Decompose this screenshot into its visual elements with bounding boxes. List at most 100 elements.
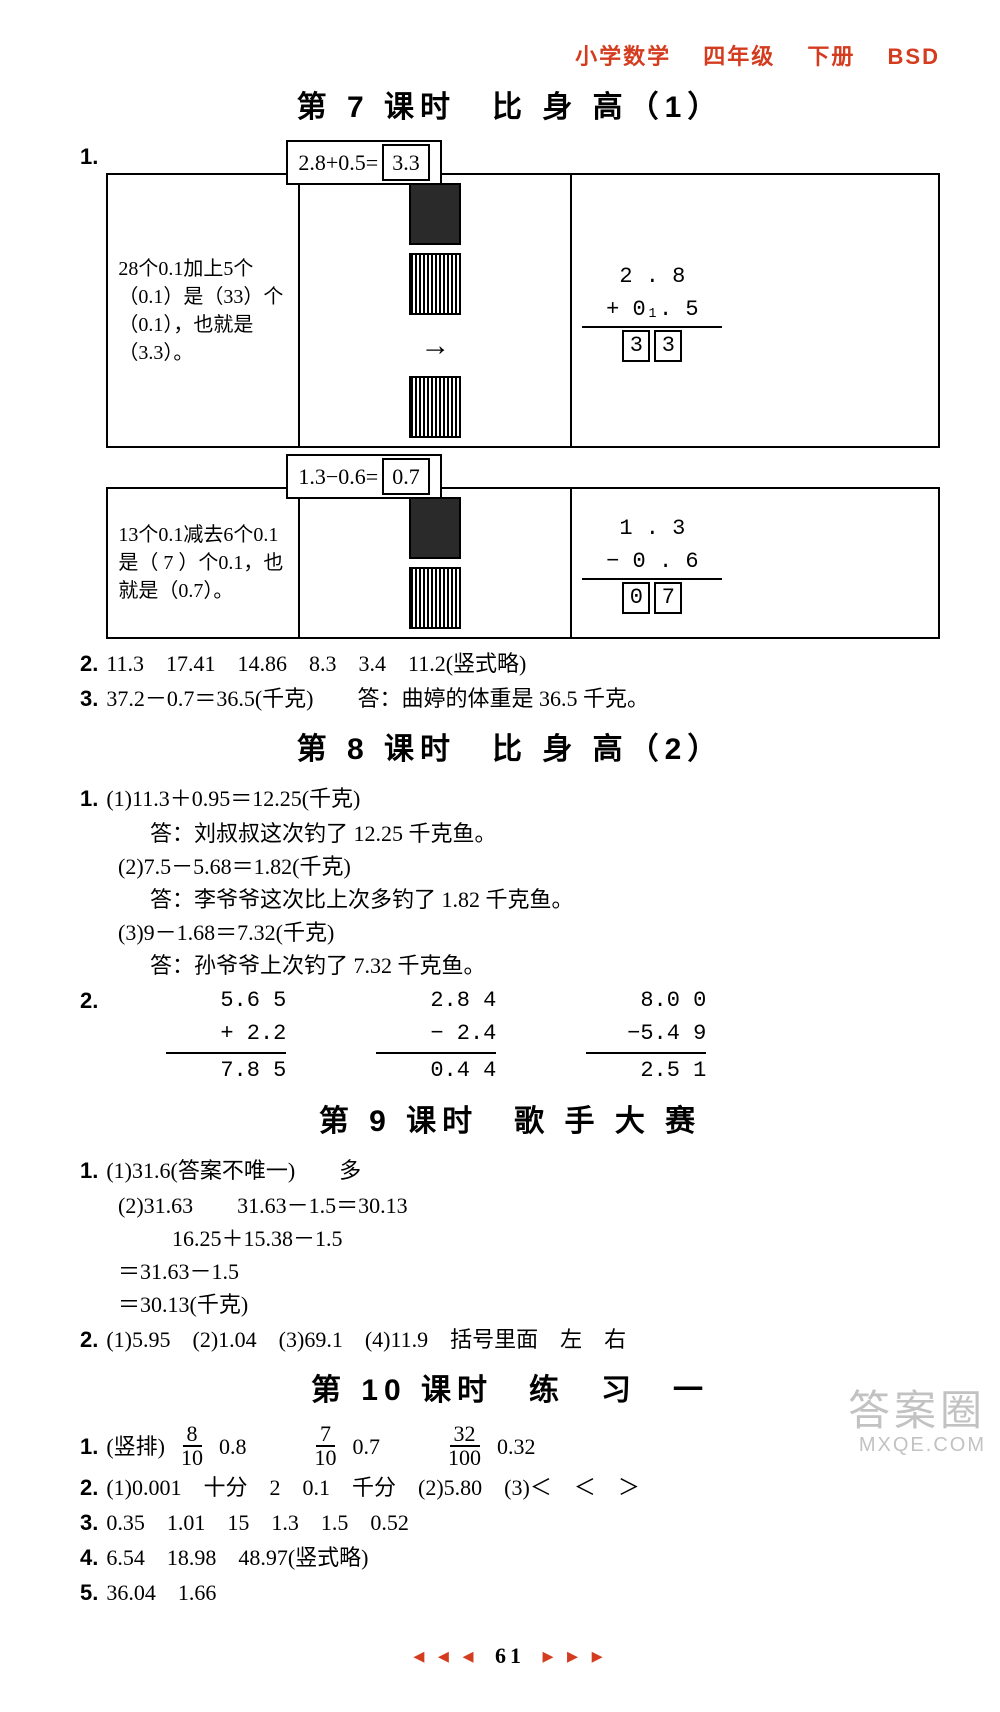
- answer-text: 36.04 1.66: [106, 1576, 216, 1609]
- s7-box1: 2.8+0.5=3.3 28个0.1加上5个（0.1）是（33）个（0.1），也…: [106, 140, 940, 448]
- fraction: 710: [311, 1423, 341, 1469]
- page-header: 小学数学 四年级 下册 BSD: [80, 40, 940, 73]
- vmath-r: 7.8 5: [166, 1054, 286, 1087]
- block-icon: [409, 497, 461, 559]
- box1-text: 28个0.1加上5个（0.1）是（33）个（0.1），也就是（3.3）。: [108, 175, 300, 446]
- page-footer: ◂ ◂ ◂ 61 ▸ ▸ ▸: [80, 1639, 940, 1672]
- vmath-a: 2.8 4: [376, 984, 496, 1017]
- q-label: 2.: [80, 1471, 98, 1504]
- line: (1)11.3＋0.95＝12.25(千克): [106, 782, 360, 815]
- eq-ans: 0.7: [382, 458, 430, 495]
- arrow-icon: →: [420, 323, 450, 368]
- line: 答：李爷爷这次比上次多钓了 1.82 千克鱼。: [150, 883, 940, 916]
- calc-top: 2 . 8: [582, 260, 722, 293]
- block-icon: [409, 253, 461, 315]
- line: 16.25＋15.38－1.5: [150, 1222, 940, 1255]
- s7-q3: 3.37.2－0.7＝36.5(千克) 答：曲婷的体重是 36.5 千克。: [80, 682, 940, 715]
- q-label: 3.: [80, 1506, 98, 1539]
- line: (1)31.6(答案不唯一) 多: [106, 1154, 361, 1187]
- calc-mid: + 0₁. 5: [582, 293, 722, 328]
- block-icon: [409, 567, 461, 629]
- block-icon: [409, 376, 461, 438]
- header-edition: BSD: [888, 44, 940, 69]
- section-10-title: 第 10 课时 练 习 一: [80, 1368, 940, 1413]
- val: 0.7: [353, 1430, 381, 1463]
- s7-box2: 1.3−0.6=0.7 13个0.1减去6个0.1是（ 7 ）个0.1，也就是（…: [106, 454, 940, 639]
- s10-q1: 1. (竖排) 810 0.8 710 0.7 32100 0.32: [80, 1423, 940, 1469]
- box1-eq: 2.8+0.5=3.3: [286, 140, 441, 185]
- s8-q2: 2. 5.6 5 + 2.2 7.8 5 2.8 4 − 2.4 0.4 4 8…: [80, 984, 940, 1087]
- s7-q1: 1. 2.8+0.5=3.3 28个0.1加上5个（0.1）是（33）个（0.1…: [80, 140, 940, 645]
- header-grade: 四年级: [703, 44, 775, 69]
- fraction: 810: [177, 1423, 207, 1469]
- vmath-col-1: 5.6 5 + 2.2 7.8 5: [166, 984, 286, 1087]
- q-label: 1.: [80, 1430, 98, 1463]
- val: 0.8: [219, 1430, 247, 1463]
- s10-q3: 3.0.35 1.01 15 1.3 1.5 0.52: [80, 1506, 940, 1539]
- vmath-b: −5.4 9: [586, 1017, 706, 1054]
- s8-q1: 1.(1)11.3＋0.95＝12.25(千克): [80, 782, 940, 815]
- line: 答：刘叔叔这次钓了 12.25 千克鱼。: [150, 817, 940, 850]
- box2-eq: 1.3−0.6=0.7: [286, 454, 441, 499]
- block-icon: [409, 183, 461, 245]
- section-7-title: 第 7 课时 比 身 高（1）: [80, 85, 940, 130]
- eq-ans: 3.3: [382, 144, 430, 181]
- calc-top: 1 . 3: [582, 512, 722, 545]
- vmath-a: 5.6 5: [166, 984, 286, 1017]
- line: (2)31.63 31.63－1.5＝30.13: [118, 1189, 940, 1222]
- digit: 0: [622, 582, 650, 614]
- answer-text: (1)5.95 (2)1.04 (3)69.1 (4)11.9 括号里面 左 右: [106, 1323, 626, 1356]
- vmath-col-2: 2.8 4 − 2.4 0.4 4: [376, 984, 496, 1087]
- digit: 7: [654, 582, 682, 614]
- vmath-b: − 2.4: [376, 1017, 496, 1054]
- line: ＝30.13(千克): [118, 1288, 940, 1321]
- watermark-line1: 答案圈: [848, 1388, 986, 1434]
- q-label: 2.: [80, 647, 98, 680]
- q-label: 1.: [80, 782, 98, 815]
- section-8-title: 第 8 课时 比 身 高（2）: [80, 727, 940, 772]
- q-label: 2.: [80, 984, 98, 1017]
- calc-mid: − 0 . 6: [582, 545, 722, 580]
- line: ＝31.63－1.5: [118, 1255, 940, 1288]
- box1-calc: 2 . 8 + 0₁. 5 33: [572, 175, 732, 446]
- s10-q5: 5.36.04 1.66: [80, 1576, 940, 1609]
- digit: 3: [654, 330, 682, 362]
- q-label: 1.: [80, 1154, 98, 1187]
- watermark-line2: MXQE.COM: [848, 1434, 986, 1456]
- digit: 3: [622, 330, 650, 362]
- header-subject: 小学数学: [575, 44, 671, 69]
- answer-text: (1)0.001 十分 2 0.1 千分 (2)5.80 (3)＜ ＜ ＞: [106, 1471, 639, 1504]
- footer-left-icon: ◂ ◂ ◂: [413, 1643, 477, 1668]
- answer-text: 11.3 17.41 14.86 8.3 3.4 11.2(竖式略): [106, 647, 526, 680]
- box2-calc: 1 . 3 − 0 . 6 07: [572, 489, 732, 637]
- line: 答：孙爷爷上次钓了 7.32 千克鱼。: [150, 949, 940, 982]
- s9-q1: 1.(1)31.6(答案不唯一) 多: [80, 1154, 940, 1187]
- section-9-title: 第 9 课时 歌 手 大 赛: [80, 1099, 940, 1144]
- q-label: 4.: [80, 1541, 98, 1574]
- answer-text: 37.2－0.7＝36.5(千克) 答：曲婷的体重是 36.5 千克。: [106, 682, 649, 715]
- header-volume: 下册: [807, 44, 855, 69]
- s10-q2: 2.(1)0.001 十分 2 0.1 千分 (2)5.80 (3)＜ ＜ ＞: [80, 1471, 940, 1504]
- pre-text: (竖排): [106, 1430, 165, 1463]
- q-label: 3.: [80, 682, 98, 715]
- box2-text: 13个0.1减去6个0.1是（ 7 ）个0.1，也就是（0.7）。: [108, 489, 300, 637]
- answer-text: 0.35 1.01 15 1.3 1.5 0.52: [106, 1506, 409, 1539]
- eq-label: 1.3−0.6=: [298, 464, 378, 489]
- fraction: 32100: [444, 1423, 485, 1469]
- q-label: 1.: [80, 140, 98, 173]
- box2-graphic: [300, 489, 572, 637]
- s9-q2: 2.(1)5.95 (2)1.04 (3)69.1 (4)11.9 括号里面 左…: [80, 1323, 940, 1356]
- vmath-b: + 2.2: [166, 1017, 286, 1054]
- answer-text: 6.54 18.98 48.97(竖式略): [106, 1541, 368, 1574]
- box1-graphic: →: [300, 175, 572, 446]
- q-label: 5.: [80, 1576, 98, 1609]
- page-number: 61: [495, 1643, 525, 1668]
- line: (3)9－1.68＝7.32(千克): [118, 916, 940, 949]
- vmath-a: 8.0 0: [586, 984, 706, 1017]
- footer-right-icon: ▸ ▸ ▸: [543, 1643, 607, 1668]
- vmath-r: 2.5 1: [586, 1054, 706, 1087]
- eq-label: 2.8+0.5=: [298, 150, 378, 175]
- s7-q2: 2.11.3 17.41 14.86 8.3 3.4 11.2(竖式略): [80, 647, 940, 680]
- s10-q4: 4.6.54 18.98 48.97(竖式略): [80, 1541, 940, 1574]
- line: (2)7.5－5.68＝1.82(千克): [118, 850, 940, 883]
